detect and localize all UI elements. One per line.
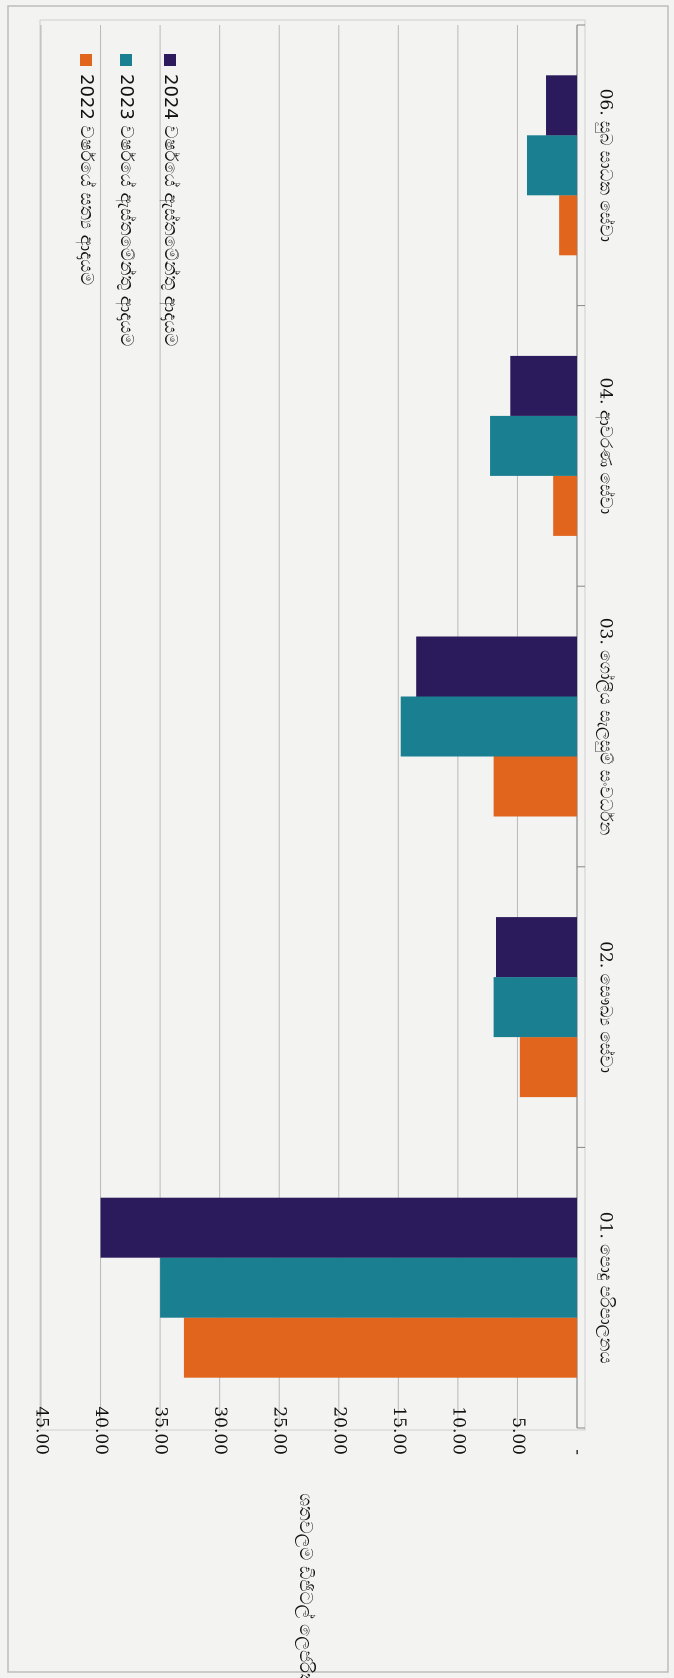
bar: [400, 696, 577, 757]
bar: [510, 355, 577, 416]
value-tick-label: 5.00: [508, 1417, 528, 1455]
value-tick-label: 10.00: [448, 1406, 468, 1455]
value-tick-label: 25.00: [270, 1406, 290, 1455]
bar: [490, 415, 577, 476]
value-tick-label: -: [568, 1449, 588, 1455]
value-axis-ticks: - 5.00 10.00 15.00 20.00 25.00 30.00 35.00 40.00…: [32, 1406, 588, 1455]
bar: [519, 1037, 577, 1098]
legend-label: 2023 වර්ෂයේ ඇස්තමේන්තු ආදායම: [115, 74, 137, 346]
value-tick-label: 30.00: [210, 1406, 230, 1455]
category-label: 02. සෞඛ්‍ය සේවා: [596, 941, 616, 1073]
value-tick-label: 35.00: [151, 1406, 171, 1455]
bar: [100, 1197, 578, 1258]
category-label: 01. පොදු පරිපාලනය: [596, 1212, 616, 1364]
legend-label: 2024 වර්ෂයේ ඇස්තමේන්තු ආදායම: [159, 74, 181, 346]
value-tick-label: 20.00: [329, 1406, 349, 1455]
bar: [493, 977, 577, 1038]
bar: [559, 195, 577, 256]
page-frame: [7, 5, 669, 1673]
bar: [183, 1317, 577, 1378]
bars: [100, 75, 578, 1378]
category-label: 04. ආවරණ සේවා: [595, 378, 616, 515]
legend: 2022 වර්ෂයේ සත්‍ය ආදායම 2023 වර්ෂයේ ඇස්තම…: [75, 54, 181, 346]
bar: [496, 917, 577, 978]
bar: [546, 75, 577, 136]
axes: [576, 24, 585, 1429]
plot-frame: [39, 19, 586, 1431]
bar: [553, 475, 577, 536]
legend-swatch: [80, 54, 92, 66]
bar: [416, 636, 577, 697]
bar: [526, 135, 577, 196]
category-label: 03. ගෝලීය සැලසුම් සංවර්ධන: [595, 618, 615, 836]
value-tick-label: 15.00: [389, 1406, 409, 1455]
category-labels: 01. පොදු පරිපාලනය 02. සෞඛ්‍ය සේවා 03. ගෝලී…: [595, 89, 616, 1364]
bar: [160, 1257, 577, 1318]
value-tick-label: 45.00: [32, 1406, 52, 1455]
legend-label: 2022 වර්ෂයේ සත්‍ය ආදායම: [75, 74, 97, 285]
value-tick-label: 40.00: [91, 1406, 111, 1455]
bar: [493, 756, 577, 817]
legend-swatch: [120, 54, 132, 66]
value-axis-title: ශතවලම ඩිජිටල් ලෙජරිත අපරාධ: [294, 1493, 316, 1678]
legend-swatch: [164, 54, 176, 66]
category-label: 06. සුබ සාධක සේවා: [595, 89, 615, 242]
